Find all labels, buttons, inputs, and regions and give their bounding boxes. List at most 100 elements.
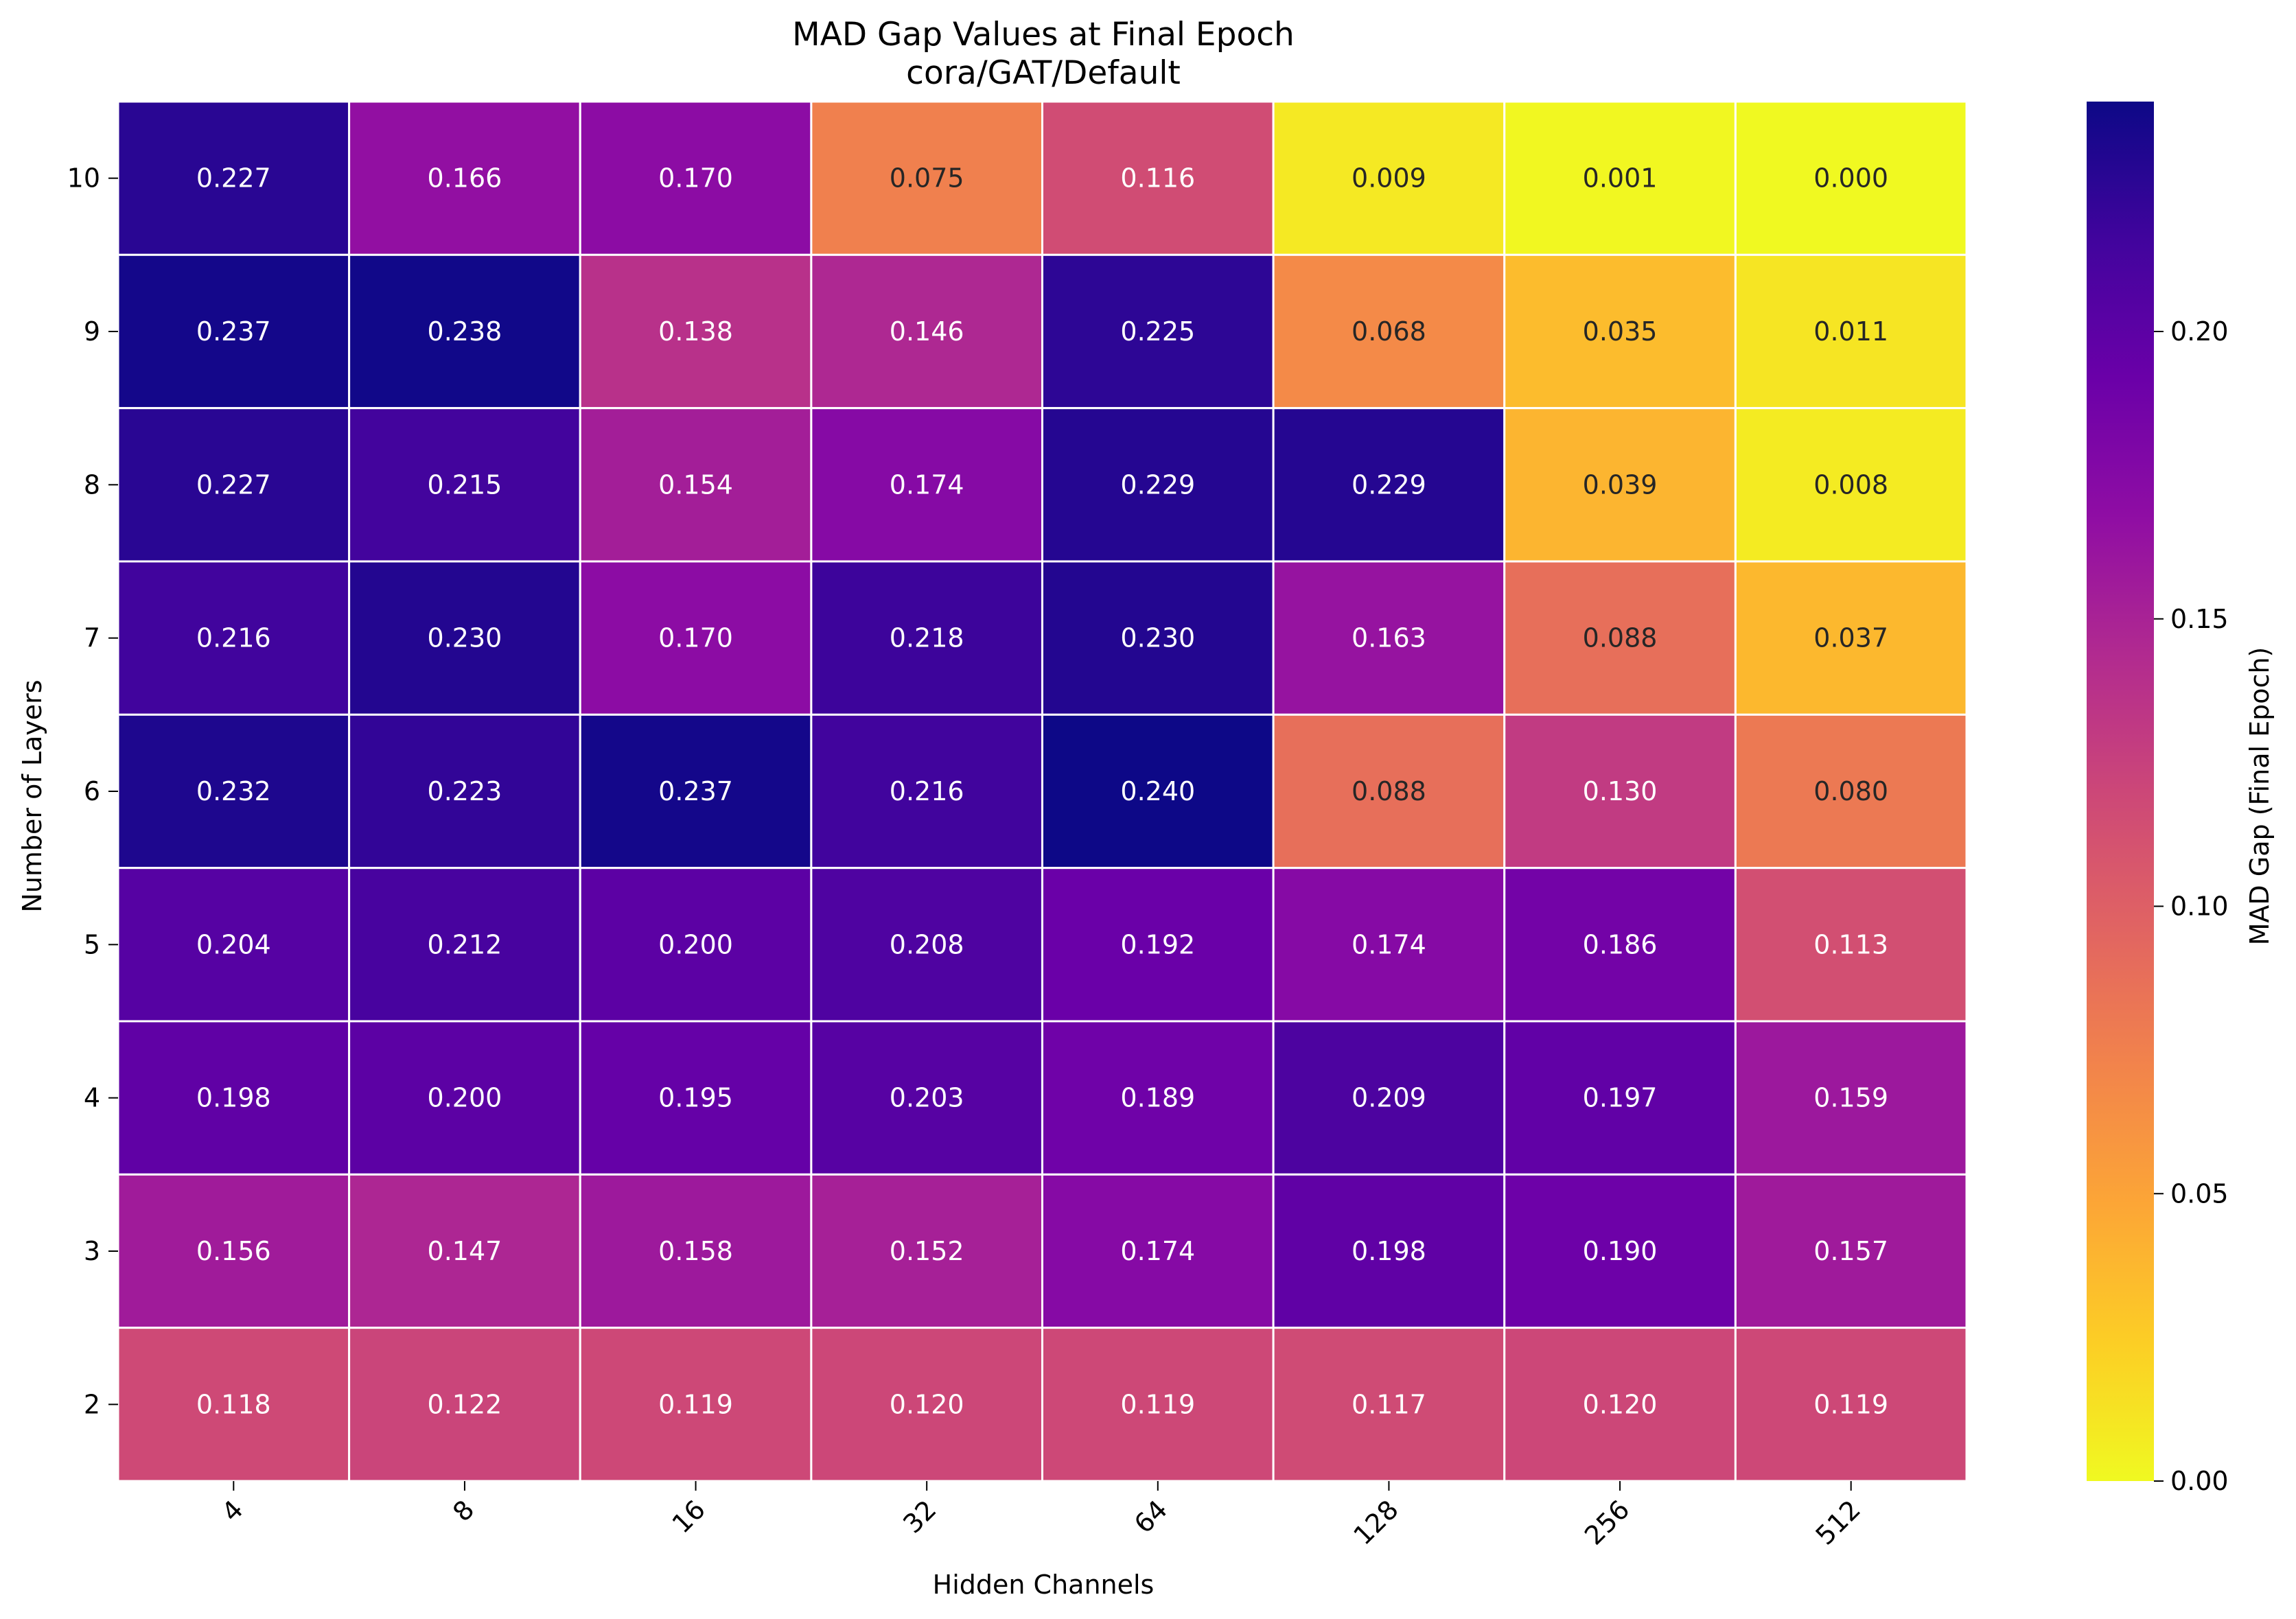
cell-value-label: 0.088 [1352,776,1426,806]
cell-value-label: 0.113 [1813,929,1888,959]
cell-value-label: 0.190 [1583,1236,1658,1266]
cell-value-label: 0.119 [1120,1389,1195,1419]
heatmap-cell [579,713,813,870]
x-tick-label: 128 [1347,1494,1404,1550]
heatmap-cell [348,253,581,410]
y-tick-label: 9 [84,316,100,347]
heatmap-cell [1272,1327,1506,1482]
y-axis-label: Number of Layers [17,679,47,912]
cell-value-label: 0.117 [1352,1389,1426,1419]
cell-value-label: 0.218 [890,623,964,653]
cell-value-label: 0.237 [196,316,271,347]
heatmap-cell [579,1020,813,1176]
heatmap-cell [1734,100,1968,256]
cell-value-label: 0.209 [1352,1083,1426,1113]
heatmap-cells [117,100,1968,1482]
heatmap-cell [1272,713,1506,870]
heatmap-cell [1503,407,1737,563]
colorbar: 0.00 0.05 0.10 0.15 0.20 [2087,102,2229,1496]
cell-value-label: 0.216 [890,776,964,806]
x-tick-label: 64 [1128,1494,1173,1539]
heatmap-cell [810,1327,1043,1482]
heatmap-cell [1734,1020,1968,1176]
cell-value-label: 0.122 [428,1389,502,1419]
cell-value-label: 0.174 [1120,1236,1195,1266]
heatmap-cell [1272,867,1506,1023]
cell-value-label: 0.000 [1813,163,1888,194]
cell-value-label: 0.035 [1583,316,1658,347]
heatmap-cell [1734,407,1968,563]
cell-value-label: 0.237 [658,776,733,806]
heatmap-cell [1272,253,1506,410]
heatmap-cell [1734,713,1968,870]
heatmap-cell [579,867,813,1023]
cell-value-label: 0.170 [658,623,733,653]
heatmap-cell [1041,100,1275,256]
y-tick-label: 3 [84,1236,100,1266]
cell-value-label: 0.204 [196,929,271,959]
cell-value-label: 0.227 [196,163,271,194]
colorbar-tick-label: 0.05 [2170,1178,2229,1209]
cell-value-label: 0.229 [1352,469,1426,500]
cell-value-label: 0.232 [196,776,271,806]
heatmap-cell [810,560,1043,716]
heatmap-cell [579,407,813,563]
colorbar-tick-label: 0.00 [2170,1466,2229,1496]
cell-value-label: 0.225 [1120,316,1195,347]
heatmap-cell [348,1020,581,1176]
y-tick-label: 6 [84,776,100,806]
colorbar-gradient [2087,102,2154,1481]
cell-value-label: 0.152 [890,1236,964,1266]
cell-value-label: 0.174 [1352,929,1426,959]
cell-value-label: 0.138 [658,316,733,347]
colorbar-tick-label: 0.15 [2170,604,2229,634]
heatmap-cell [1272,100,1506,256]
chart-subtitle: cora/GAT/Default [906,54,1181,92]
heatmap-cell [1734,867,1968,1023]
heatmap-cell [1503,1020,1737,1176]
cell-value-label: 0.001 [1583,163,1658,194]
y-tick-label: 7 [84,623,100,653]
heatmap-cell [348,867,581,1023]
x-tick-label: 32 [897,1494,942,1539]
cell-value-label: 0.116 [1120,163,1195,194]
heatmap-cell [810,407,1043,563]
cell-value-label: 0.037 [1813,623,1888,653]
y-tick-label: 8 [84,469,100,500]
cell-value-label: 0.119 [658,1389,733,1419]
cell-value-label: 0.011 [1813,316,1888,347]
heatmap-cell [579,1173,813,1329]
x-axis-label: Hidden Channels [933,1570,1155,1600]
heatmap-cell [579,560,813,716]
heatmap-cell [117,1020,351,1176]
heatmap-cell [1272,1020,1506,1176]
chart-title: MAD Gap Values at Final Epoch [792,16,1295,54]
cell-value-label: 0.166 [428,163,502,194]
cell-value-label: 0.088 [1583,623,1658,653]
cell-value-label: 0.197 [1583,1083,1658,1113]
colorbar-tick-label: 0.10 [2170,892,2229,922]
cell-value-label: 0.216 [196,623,271,653]
cell-value-label: 0.146 [890,316,964,347]
colorbar-tick-label: 0.20 [2170,316,2229,347]
heatmap-cell [810,713,1043,870]
heatmap-cell [1041,1020,1275,1176]
y-tick-label: 4 [84,1083,100,1113]
cell-value-label: 0.039 [1583,469,1658,500]
cell-value-label: 0.229 [1120,469,1195,500]
cell-value-label: 0.119 [1813,1389,1888,1419]
heatmap-cell [1503,867,1737,1023]
y-axis-ticks: 10 9 8 7 6 5 4 3 2 [67,163,118,1419]
cell-value-label: 0.198 [1352,1236,1426,1266]
heatmap-cell [1734,1173,1968,1329]
cell-value-label: 0.008 [1813,469,1888,500]
cell-value-label: 0.208 [890,929,964,959]
cell-value-label: 0.170 [658,163,733,194]
cell-value-label: 0.198 [196,1083,271,1113]
heatmap-cell [348,100,581,256]
cell-value-label: 0.240 [1120,776,1195,806]
x-tick-label: 16 [666,1494,711,1539]
cell-value-label: 0.230 [1120,623,1195,653]
heatmap-cell [579,100,813,256]
x-tick-label: 256 [1579,1494,1635,1550]
